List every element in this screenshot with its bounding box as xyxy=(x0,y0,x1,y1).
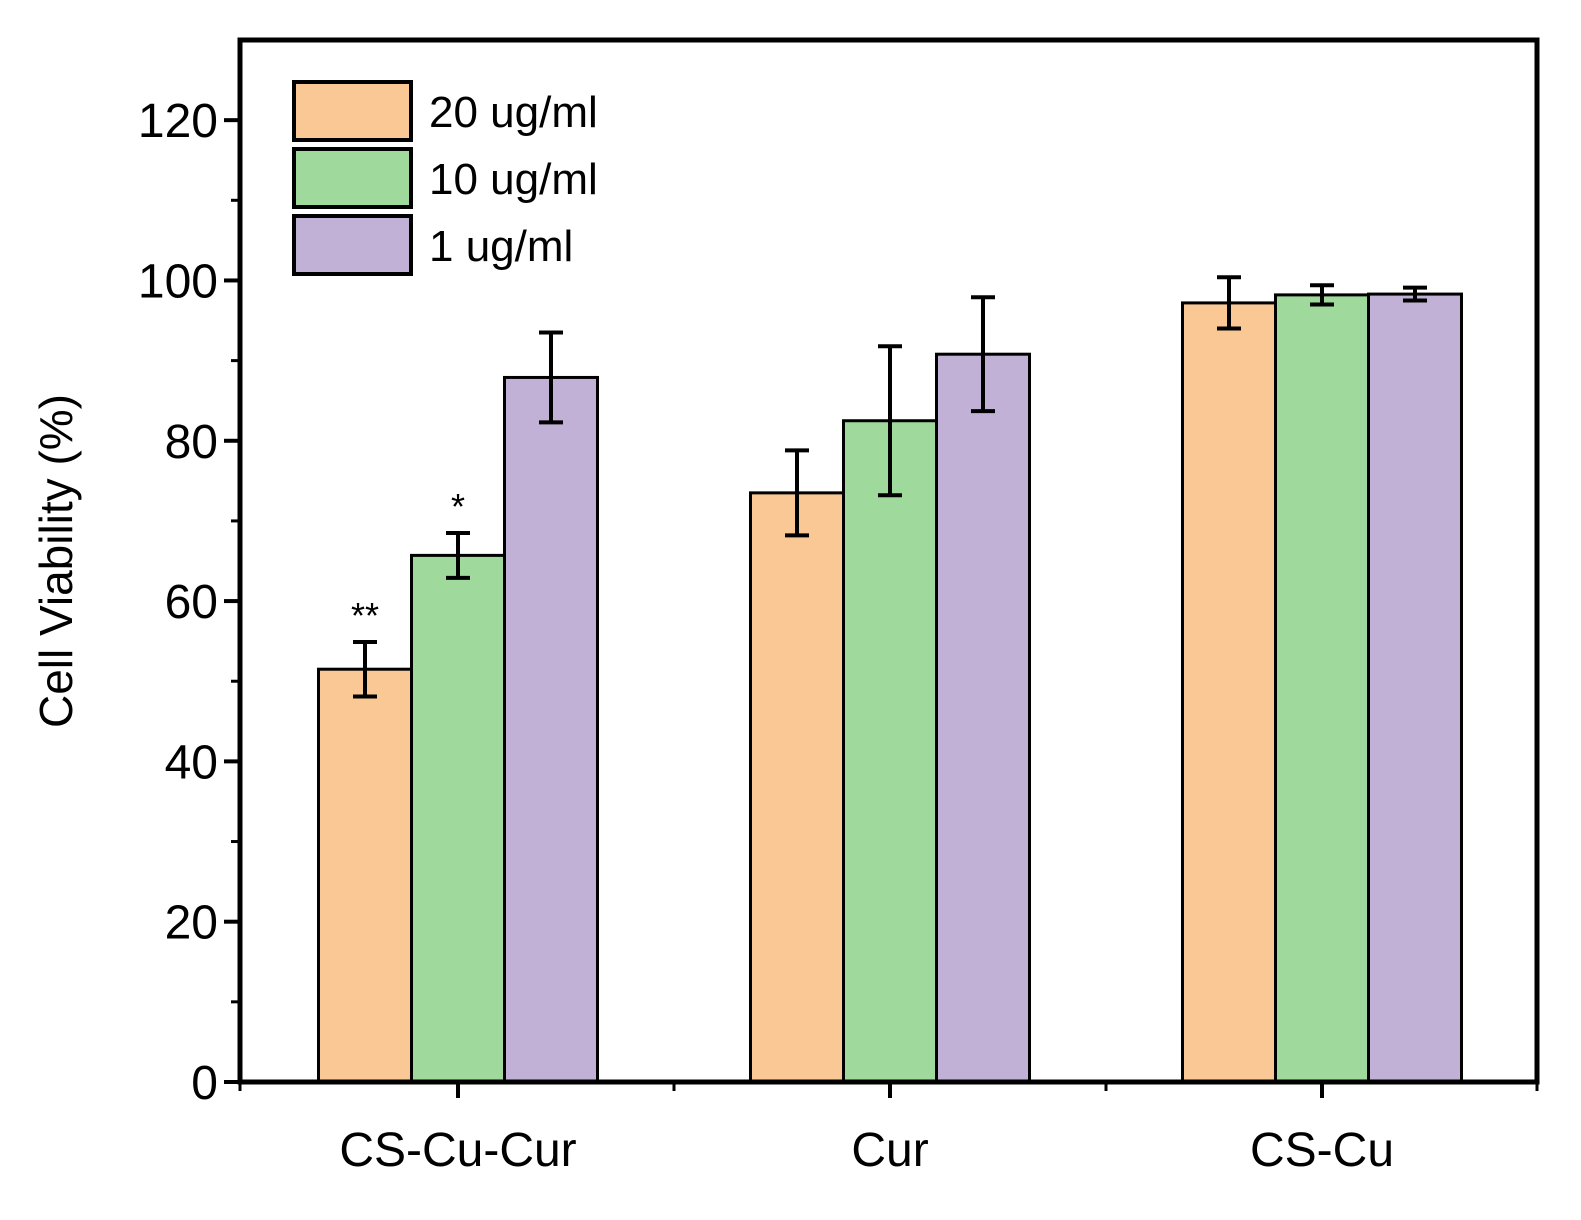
bar-cur-20-ug-ml xyxy=(749,491,845,1084)
bar-cur-1-ug-ml xyxy=(935,352,1031,1084)
legend-label-1-ug-ml: 1 ug/ml xyxy=(429,222,573,271)
significance-annotation-1: ** xyxy=(351,595,379,636)
bar-cs-cu-10-ug-ml xyxy=(1274,293,1370,1084)
y-axis-title: Cell Viability (%) xyxy=(30,394,82,728)
y-tick-label-80: 80 xyxy=(165,416,218,469)
y-tick-label-20: 20 xyxy=(165,897,218,950)
y-tick-label-120: 120 xyxy=(138,95,218,148)
y-tick-label-0: 0 xyxy=(191,1057,218,1110)
x-tick-label-cs-cu-cur: CS-Cu-Cur xyxy=(339,1124,576,1177)
y-tick-label-60: 60 xyxy=(165,576,218,629)
y-tick-label-40: 40 xyxy=(165,736,218,789)
y-axis: 0 20 40 60 80 100 120 xyxy=(138,95,240,1110)
bars-layer xyxy=(317,292,1463,1084)
x-tick-label-cs-cu: CS-Cu xyxy=(1250,1124,1394,1177)
significance-annotation-2: * xyxy=(451,486,465,527)
y-tick-label-100: 100 xyxy=(138,255,218,308)
x-tick-label-cur: Cur xyxy=(851,1124,928,1177)
x-axis: CS-Cu-Cur Cur CS-Cu xyxy=(238,1082,1539,1177)
bar-cs-cu-cur-10-ug-ml xyxy=(410,553,506,1084)
bar-cs-cu-cur-1-ug-ml xyxy=(503,375,599,1084)
legend: 20 ug/ml 10 ug/ml 1 ug/ml xyxy=(292,80,598,276)
legend-label-10-ug-ml: 10 ug/ml xyxy=(429,155,598,204)
error-bars-layer xyxy=(353,275,1427,699)
legend-swatch-20-ug-ml xyxy=(292,80,413,142)
bar-cs-cu-1-ug-ml xyxy=(1367,292,1463,1084)
annotations-layer: *** xyxy=(351,486,465,636)
bar-cs-cu-cur-20-ug-ml xyxy=(317,667,413,1084)
bar-cur-10-ug-ml xyxy=(842,419,938,1084)
bar-cs-cu-20-ug-ml xyxy=(1181,301,1277,1084)
legend-swatch-10-ug-ml xyxy=(292,147,413,209)
legend-label-20-ug-ml: 20 ug/ml xyxy=(429,88,598,137)
legend-swatch-1-ug-ml xyxy=(292,214,413,276)
